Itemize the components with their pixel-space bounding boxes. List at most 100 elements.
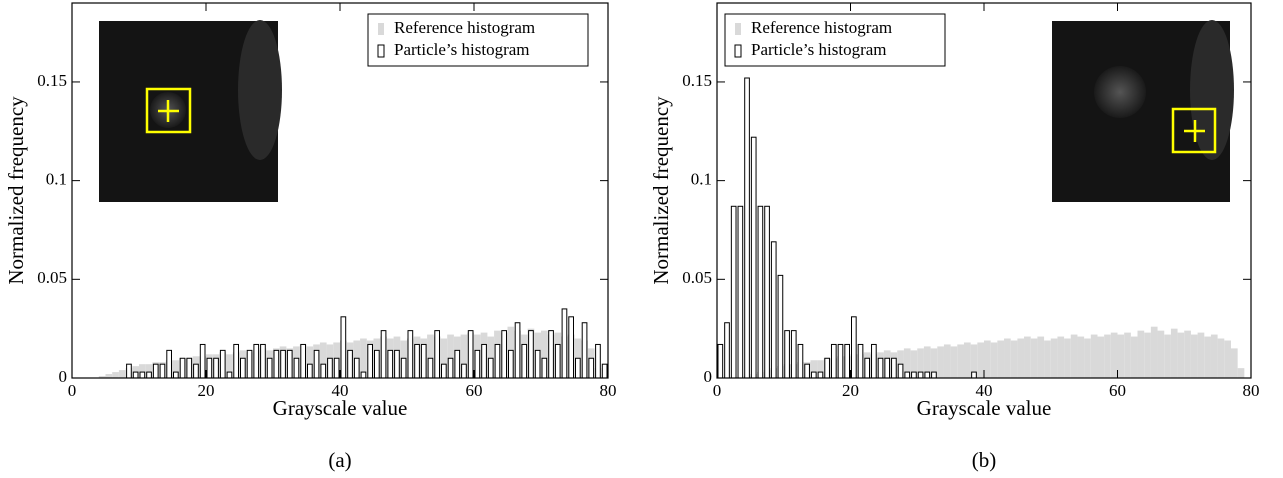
particle-bar	[266, 357, 273, 379]
particle-bar	[434, 330, 440, 379]
legend-label: Particle’s histogram	[394, 40, 530, 59]
particle-bar	[487, 357, 494, 379]
particle-bar	[770, 241, 777, 379]
chart: 0 20 40 60 80 0 0.05 0.1 0.15 Grayscale value Norm…	[649, 2, 1260, 472]
particle-bar	[233, 343, 239, 379]
particle-bar	[877, 357, 884, 379]
reference-bar	[817, 360, 824, 378]
legend-swatch	[734, 44, 742, 58]
particle-bar	[253, 343, 260, 379]
particle-bar	[166, 349, 172, 379]
particle-bar	[568, 316, 574, 379]
x-tick-label: 40	[332, 381, 349, 400]
reference-bar	[1084, 338, 1091, 378]
particle-bar	[246, 349, 253, 379]
particle-bar	[313, 349, 320, 379]
reference-bar	[1124, 332, 1131, 378]
particle-bar	[891, 357, 897, 379]
reference-bar	[1010, 340, 1018, 378]
particle-bar	[971, 371, 977, 379]
reference-bar	[1237, 368, 1245, 378]
caption: (a)	[328, 448, 351, 472]
particle-bar	[601, 363, 608, 379]
reference-bar	[810, 360, 818, 378]
reference-bar	[306, 346, 314, 378]
x-axis-label: Grayscale value	[917, 396, 1052, 420]
y-axis-label: Normalized frequency	[649, 96, 673, 285]
y-tick-label: 0.1	[46, 170, 67, 189]
particle-bar	[777, 274, 784, 379]
particle-bar	[353, 357, 360, 379]
legend-swatch	[377, 44, 385, 58]
particle-bar	[521, 343, 528, 379]
reference-bar	[139, 364, 146, 378]
particle-bar	[427, 357, 434, 379]
particle-bar	[750, 136, 757, 379]
reference-bar	[963, 342, 971, 378]
reference-bar	[319, 342, 327, 378]
reference-bar	[1217, 338, 1225, 378]
particle-bar	[273, 349, 280, 379]
particle-bar	[327, 357, 333, 379]
reference-bar	[98, 376, 106, 378]
particle-bar	[824, 357, 830, 379]
reference-bar	[440, 338, 448, 378]
particle-bar	[179, 357, 186, 379]
particle-bar	[159, 363, 166, 379]
particle-bar	[561, 308, 568, 379]
reference-bar	[360, 338, 367, 378]
y-tick-label: 0.15	[37, 71, 67, 90]
reference-bar	[1057, 336, 1065, 378]
x-tick-label: 80	[1243, 381, 1260, 400]
y-axis-label: Normalized frequency	[4, 96, 28, 285]
reference-bar	[226, 354, 233, 378]
reference-bar	[950, 346, 958, 378]
x-tick-label: 0	[68, 381, 77, 400]
reference-bar	[1104, 334, 1111, 378]
reference-bar	[1190, 334, 1198, 378]
legend-box	[724, 13, 946, 67]
particle-bar	[595, 343, 601, 379]
reference-bar	[1230, 348, 1238, 378]
particle-bar	[280, 349, 286, 379]
particle-bar	[837, 343, 844, 379]
particle-bar	[300, 343, 306, 379]
particle-bar	[871, 343, 877, 379]
reference-bar	[1177, 332, 1185, 378]
particle-bar	[374, 349, 380, 379]
reference-bar	[1184, 330, 1191, 378]
particle-bar	[173, 371, 179, 379]
particle-bar	[186, 357, 193, 379]
particle-bar	[810, 371, 817, 379]
particle-bar	[744, 77, 750, 379]
reference-bar	[145, 364, 153, 378]
reference-bar	[1044, 340, 1051, 378]
particle-bar	[548, 330, 554, 379]
particle-bar	[293, 357, 300, 379]
particle-bar	[387, 349, 394, 379]
chart: 0 20 40 60 80 0 0.05 0.1 0.15 Grayscale value Norm…	[4, 2, 617, 472]
caption: (b)	[972, 448, 997, 472]
particle-bar	[380, 330, 387, 379]
legend-swatch	[378, 23, 384, 35]
particle-bar	[917, 371, 924, 379]
reference-bar	[1144, 332, 1151, 378]
particle-bar	[784, 330, 790, 379]
reference-bar	[910, 350, 918, 378]
particle-bar	[514, 322, 521, 379]
reference-bar	[112, 372, 119, 378]
particle-bar	[152, 363, 159, 379]
reference-bar	[1137, 330, 1145, 378]
particle-bar	[804, 363, 810, 379]
reference-bar	[930, 348, 938, 378]
particle-bar	[931, 371, 937, 379]
particle-bar	[447, 357, 454, 379]
particle-bar	[226, 371, 233, 379]
reference-bar	[1004, 338, 1011, 378]
x-tick-label: 60	[466, 381, 483, 400]
particle-bar	[474, 349, 481, 379]
particle-bar	[400, 357, 407, 379]
reference-bar	[937, 346, 944, 378]
particle-bar	[528, 330, 534, 379]
particle-bar	[790, 330, 797, 379]
